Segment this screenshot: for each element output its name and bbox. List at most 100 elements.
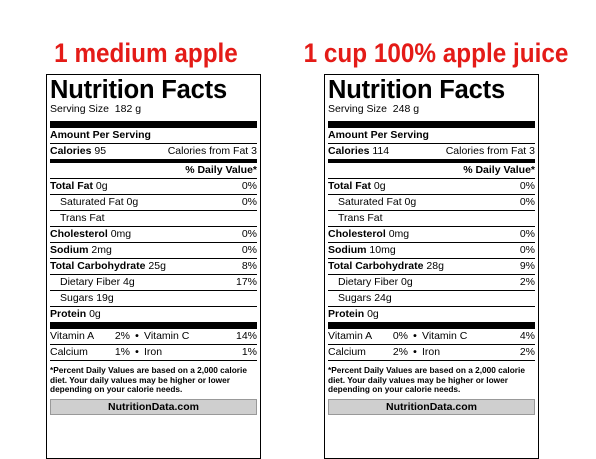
- carbohydrate-row: Total Carbohydrate 25g 8%: [50, 259, 257, 274]
- divider-thick: [50, 121, 257, 128]
- divider: [50, 344, 257, 345]
- bullet-icon: •: [135, 346, 139, 358]
- protein-row: Protein 0g: [328, 307, 535, 322]
- cholesterol-amount: 0mg: [110, 228, 132, 240]
- saturated-fat-dv: 0%: [241, 196, 257, 208]
- serving-size: Serving Size 182 g: [50, 103, 257, 115]
- sodium-amount: 2mg: [91, 244, 112, 256]
- fiber-amount: 0g: [401, 276, 413, 288]
- amount-per-serving-label: Amount Per Serving: [328, 129, 429, 141]
- cholesterol-amount: 0mg: [388, 228, 410, 240]
- calories-label: Calories: [50, 145, 92, 157]
- divider: [328, 194, 535, 195]
- bullet-icon: •: [135, 330, 139, 342]
- iron-label: Iron: [144, 346, 163, 358]
- sodium-dv: 0%: [519, 244, 535, 256]
- calories-value: 95: [94, 145, 107, 157]
- divider: [328, 290, 535, 291]
- total-fat-amount: 0g: [373, 180, 386, 192]
- fiber-dv: 17%: [235, 276, 257, 288]
- divider: [50, 178, 257, 179]
- divider-medium: [50, 159, 257, 163]
- serving-size-label: Serving Size: [50, 103, 109, 115]
- vitamin-a-label: Vitamin A: [50, 330, 95, 342]
- divider-thick: [50, 322, 257, 329]
- divider: [328, 226, 535, 227]
- divider: [328, 344, 535, 345]
- daily-value-header: % Daily Value*: [50, 163, 257, 178]
- calories-row: Calories 95 Calories from Fat 3: [50, 144, 257, 159]
- panel-heading: 1 medium apple: [54, 38, 238, 68]
- carbohydrate-dv: 9%: [519, 260, 535, 272]
- bullet-icon: •: [413, 330, 417, 342]
- divider: [328, 360, 535, 361]
- calories-fat-label: Calories from Fat: [167, 145, 249, 157]
- protein-label: Protein: [50, 308, 87, 320]
- fiber-label: Dietary Fiber: [60, 276, 121, 288]
- sugars-label: Sugars: [338, 292, 372, 304]
- protein-row: Protein 0g: [50, 307, 257, 322]
- divider: [328, 242, 535, 243]
- cholesterol-row: Cholesterol 0mg 0%: [50, 227, 257, 242]
- fiber-label: Dietary Fiber: [338, 276, 399, 288]
- trans-fat-label: Trans Fat: [338, 212, 383, 224]
- saturated-fat-row: Saturated Fat 0g 0%: [328, 195, 535, 210]
- divider: [50, 290, 257, 291]
- divider-thick: [328, 322, 535, 329]
- footnote: *Percent Daily Values are based on a 2,0…: [328, 365, 525, 394]
- protein-amount: 0g: [367, 308, 379, 320]
- sodium-amount: 10mg: [369, 244, 396, 256]
- cholesterol-label: Cholesterol: [328, 228, 386, 240]
- sodium-dv: 0%: [241, 244, 257, 256]
- label-title: Nutrition Facts: [328, 76, 505, 104]
- calories-fat-value: 3: [529, 145, 535, 157]
- carbohydrate-row: Total Carbohydrate 28g 9%: [328, 259, 535, 274]
- sodium-label: Sodium: [50, 244, 89, 256]
- vitamin-c-label: Vitamin C: [144, 330, 190, 342]
- divider: [50, 210, 257, 211]
- footnote: *Percent Daily Values are based on a 2,0…: [50, 365, 247, 394]
- daily-value-header-label: % Daily Value*: [185, 164, 257, 176]
- saturated-fat-amount: 0g: [126, 196, 139, 208]
- total-fat-label: Total Fat: [50, 180, 93, 192]
- iron-label: Iron: [422, 346, 441, 358]
- sugars-row: Sugars 19g: [50, 291, 257, 306]
- carbohydrate-dv: 8%: [241, 260, 257, 272]
- sugars-amount: 19g: [96, 292, 114, 304]
- vitamin-c-label: Vitamin C: [422, 330, 468, 342]
- carbohydrate-amount: 25g: [148, 260, 166, 272]
- carbohydrate-label: Total Carbohydrate: [328, 260, 424, 272]
- fiber-dv: 2%: [519, 276, 535, 288]
- iron-dv: 2%: [519, 346, 535, 358]
- vitamins-row: Vitamin A 2% • Vitamin C 14%: [50, 329, 257, 344]
- trans-fat-row: Trans Fat: [50, 211, 257, 226]
- source-link[interactable]: NutritionData.com: [50, 398, 257, 415]
- daily-value-header-label: % Daily Value*: [463, 164, 535, 176]
- bullet-icon: •: [413, 346, 417, 358]
- trans-fat-row: Trans Fat: [328, 211, 535, 226]
- divider: [328, 143, 535, 144]
- protein-label: Protein: [328, 308, 365, 320]
- fiber-row: Dietary Fiber 0g 2%: [328, 275, 535, 290]
- vitamin-a-label: Vitamin A: [328, 330, 373, 342]
- divider: [50, 194, 257, 195]
- total-fat-dv: 0%: [241, 180, 257, 192]
- sugars-row: Sugars 24g: [328, 291, 535, 306]
- calories-label: Calories: [328, 145, 370, 157]
- source-link[interactable]: NutritionData.com: [328, 398, 535, 415]
- divider: [328, 178, 535, 179]
- total-fat-label: Total Fat: [328, 180, 371, 192]
- divider: [50, 274, 257, 275]
- divider: [328, 210, 535, 211]
- calcium-label: Calcium: [50, 346, 88, 358]
- saturated-fat-row: Saturated Fat 0g 0%: [50, 195, 257, 210]
- vitamin-c-dv: 14%: [235, 330, 257, 342]
- fiber-amount: 4g: [123, 276, 135, 288]
- calories-fat-value: 3: [251, 145, 257, 157]
- cholesterol-dv: 0%: [519, 228, 535, 240]
- serving-size-label: Serving Size: [328, 103, 387, 115]
- total-fat-dv: 0%: [519, 180, 535, 192]
- serving-size-value: 248 g: [392, 103, 420, 115]
- trans-fat-label: Trans Fat: [60, 212, 105, 224]
- vitamins-row: Vitamin A 0% • Vitamin C 4%: [328, 329, 535, 344]
